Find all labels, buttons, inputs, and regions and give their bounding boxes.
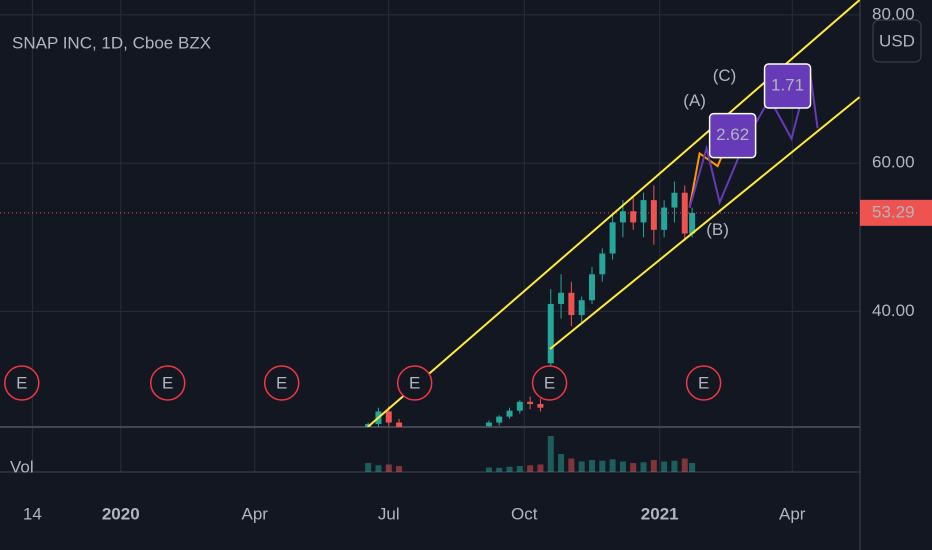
earnings-event <box>531 365 568 401</box>
y-tick-label: 60.00 <box>872 153 915 172</box>
candle-body <box>527 401 534 405</box>
volume-bar <box>681 458 688 472</box>
candle-body <box>496 416 503 423</box>
earnings-label: E <box>409 373 420 392</box>
volume-bar <box>496 467 503 472</box>
volume-bar <box>396 466 403 472</box>
candle-body <box>689 212 696 234</box>
x-tick-label: Oct <box>511 504 538 523</box>
volume-bar <box>558 454 565 472</box>
earnings-label: E <box>276 373 287 392</box>
volume-bar <box>547 436 554 472</box>
earnings-label: E <box>162 373 173 392</box>
volume-label: Vol <box>10 457 34 476</box>
candle-body <box>396 422 403 427</box>
earnings-event <box>263 365 300 401</box>
earnings-label: E <box>544 373 555 392</box>
ratio-box <box>763 63 812 109</box>
x-tick-label: 2021 <box>641 504 679 523</box>
volume-bar <box>640 462 647 472</box>
volume-bar <box>630 463 637 472</box>
currency-label: USD <box>879 31 915 50</box>
candle-body <box>599 253 606 275</box>
candle-body <box>547 303 554 364</box>
candle-body <box>588 274 595 301</box>
earnings-label: E <box>16 373 27 392</box>
drawing-line <box>549 96 860 350</box>
volume-bar <box>671 460 678 472</box>
candle-body <box>671 192 678 208</box>
candle-body <box>506 410 513 417</box>
currency-button[interactable] <box>872 19 922 63</box>
y-tick-label: 80.00 <box>872 4 915 23</box>
candle-body <box>609 222 616 254</box>
volume-bar <box>537 464 544 472</box>
volume-bar <box>365 463 372 472</box>
volume-bar <box>661 461 668 472</box>
volume-bar <box>506 466 513 472</box>
volume-bar <box>599 460 606 472</box>
volume-bar <box>527 465 534 472</box>
earnings-event <box>685 365 722 401</box>
x-tick-label: 2020 <box>102 504 140 523</box>
volume-bar <box>485 467 492 472</box>
wave-label: (C) <box>713 66 737 85</box>
volume-bar <box>588 460 595 472</box>
volume-bar <box>650 460 657 472</box>
volume-bar <box>619 461 626 472</box>
current-price-box <box>860 199 932 226</box>
candle-body <box>568 292 575 316</box>
candle-body <box>640 200 647 223</box>
candle-body <box>516 401 523 411</box>
candle-body <box>630 211 637 223</box>
candle-body <box>650 200 657 230</box>
candle-body <box>485 422 492 427</box>
candle-body <box>619 211 626 223</box>
ratio-box <box>708 112 757 159</box>
volume-bar <box>516 466 523 472</box>
earnings-event <box>396 365 433 401</box>
volume-bar <box>609 459 616 472</box>
x-tick-label: Apr <box>779 504 806 523</box>
current-price-label: 53.29 <box>872 202 915 221</box>
ratio-label: 1.71 <box>771 75 804 94</box>
candle-body <box>537 404 544 408</box>
earnings-label: E <box>698 373 709 392</box>
x-tick-label: Apr <box>242 504 269 523</box>
wave-label: (B) <box>706 220 729 239</box>
chart-title: SNAP INC, 1D, Cboe BZX <box>12 33 211 52</box>
candle-body <box>578 300 585 316</box>
wave-label: (A) <box>683 91 706 110</box>
x-tick-label: 14 <box>23 504 42 523</box>
earnings-event <box>149 365 186 401</box>
volume-bar <box>578 461 585 472</box>
ratio-label: 2.62 <box>716 125 749 144</box>
y-tick-label: 40.00 <box>872 301 915 320</box>
candle-body <box>385 411 392 423</box>
volume-bar <box>385 464 392 472</box>
volume-bar <box>689 463 696 472</box>
volume-bar <box>375 465 382 472</box>
volume-bar <box>568 458 575 472</box>
candle-body <box>661 207 668 230</box>
x-tick-label: Jul <box>378 504 400 523</box>
earnings-event <box>4 365 40 401</box>
candle-body <box>558 292 565 304</box>
